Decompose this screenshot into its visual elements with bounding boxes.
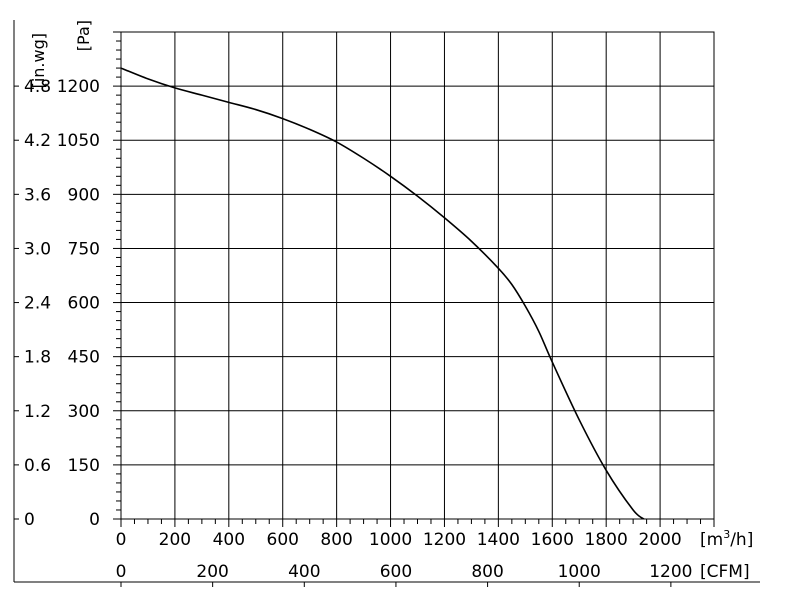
y-tick-label: 750 — [68, 239, 100, 259]
y2-axis-tick-labels: 0 0.6 1.2 1.8 2.4 3.0 3.6 4.2 4.8 — [14, 77, 51, 530]
x2-tick-label: 0 — [116, 562, 127, 582]
x2-tick-label: 200 — [196, 562, 228, 582]
y-tick-label: 0 — [89, 510, 100, 530]
y2-tick-label: 0.6 — [24, 456, 51, 476]
y-tick-label: 300 — [68, 402, 100, 422]
x2-unit-label: [CFM] — [700, 562, 750, 582]
y2-tick-label: 3.6 — [24, 185, 51, 205]
x-tick-label: 1400 — [477, 530, 520, 550]
x-tick-label: 1800 — [585, 530, 628, 550]
x2-tick-label: 600 — [380, 562, 412, 582]
y-tick-label: 1200 — [57, 77, 100, 97]
y-tick-label: 450 — [68, 348, 100, 368]
y2-tick-label: 4.2 — [24, 131, 51, 151]
x2-tick-label: 1200 — [649, 562, 692, 582]
x-axis-tick-labels: 0 200 400 600 800 1000 1200 1400 1600 1800 2000 — [116, 530, 682, 550]
y2-tick-label: 4.8 — [24, 77, 51, 97]
plot-frame — [120, 31, 715, 520]
x-tick-label: 1000 — [369, 530, 412, 550]
y2-tick-label: 1.8 — [24, 348, 51, 368]
y-tick-label: 1050 — [57, 131, 100, 151]
x-tick-label: 0 — [116, 530, 127, 550]
y-tick-label: 150 — [68, 456, 100, 476]
y2-unit-label: [in.wg] — [29, 33, 48, 88]
x2-tick-label: 800 — [471, 562, 503, 582]
series-line — [120, 67, 645, 520]
y2-tick-label: 3.0 — [24, 239, 51, 259]
grid-lines — [121, 32, 715, 519]
y-tick-label: 600 — [68, 294, 100, 314]
x-tick-label: 400 — [213, 530, 245, 550]
y2-tick-label: 0 — [24, 510, 35, 530]
x2-tick-label: 400 — [288, 562, 320, 582]
x2-tick-label: 1000 — [558, 562, 601, 582]
minor-ticks — [13, 20, 760, 583]
x2-axis-tick-labels: 0 200 400 600 800 1000 1200 — [116, 562, 693, 587]
x-tick-label: 1600 — [531, 530, 574, 550]
y-tick-label: 900 — [68, 185, 100, 205]
x-tick-label: 2000 — [638, 530, 681, 550]
x-tick-label: 1200 — [423, 530, 466, 550]
y2-tick-label: 2.4 — [24, 294, 51, 314]
y-axis-tick-labels: 0 150 300 450 600 750 900 1050 1200 — [57, 77, 100, 530]
x-tick-label: 800 — [320, 530, 352, 550]
x-unit-label: [m3/h] — [700, 528, 753, 550]
x-tick-label: 600 — [267, 530, 299, 550]
y-unit-label: [Pa] — [74, 20, 93, 51]
x-tick-label: 200 — [159, 530, 191, 550]
y2-tick-label: 1.2 — [24, 402, 51, 422]
